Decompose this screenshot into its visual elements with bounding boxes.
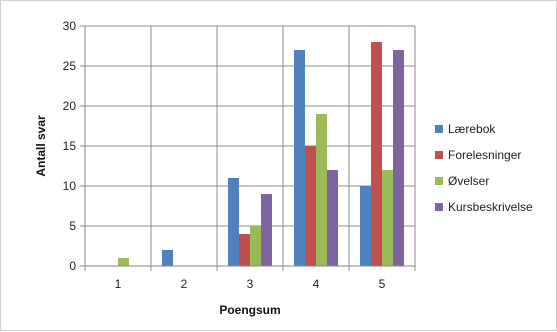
y-tick-label: 15: [63, 139, 77, 153]
legend-swatch: [435, 203, 443, 211]
bar: [118, 258, 129, 266]
bar: [360, 186, 371, 266]
x-tick-label: 3: [247, 277, 254, 291]
y-tick-label: 5: [69, 219, 76, 233]
y-tick-label: 0: [69, 259, 76, 273]
x-axis-label: Poengsum: [219, 303, 280, 317]
bar: [382, 170, 393, 266]
legend-label: Øvelser: [448, 174, 489, 188]
legend-label: Forelesninger: [448, 148, 521, 162]
bar: [294, 50, 305, 266]
legend-label: Lærebok: [448, 122, 496, 136]
bar: [228, 178, 239, 266]
x-tick-label: 2: [181, 277, 188, 291]
gridlines: [85, 25, 415, 267]
bars: [118, 42, 404, 266]
bar: [327, 170, 338, 266]
bar: [261, 194, 272, 266]
legend: Lærebok Forelesninger Øvelser Kursbeskrivel…: [435, 122, 533, 214]
axes: [80, 25, 416, 271]
bar: [162, 250, 173, 266]
legend-label: Kursbeskrivelse: [448, 200, 533, 214]
x-tick-label: 5: [379, 277, 386, 291]
x-tick-label: 1: [115, 277, 122, 291]
y-tick-label: 30: [63, 19, 77, 33]
y-axis-label: Antall svar: [34, 115, 48, 177]
bar: [305, 146, 316, 266]
bar: [239, 234, 250, 266]
y-tick-label: 25: [63, 59, 77, 73]
x-tick-label: 4: [313, 277, 320, 291]
legend-swatch: [435, 151, 443, 159]
y-tick-label: 20: [63, 99, 77, 113]
bar: [371, 42, 382, 266]
legend-swatch: [435, 125, 443, 133]
bar: [316, 114, 327, 266]
y-tick-labels: 0 5 10 15 20 25 30: [63, 19, 77, 273]
bar: [250, 226, 261, 266]
legend-swatch: [435, 177, 443, 185]
x-tick-labels: 1 2 3 4 5: [115, 277, 386, 291]
bar: [393, 50, 404, 266]
y-tick-label: 10: [63, 179, 77, 193]
